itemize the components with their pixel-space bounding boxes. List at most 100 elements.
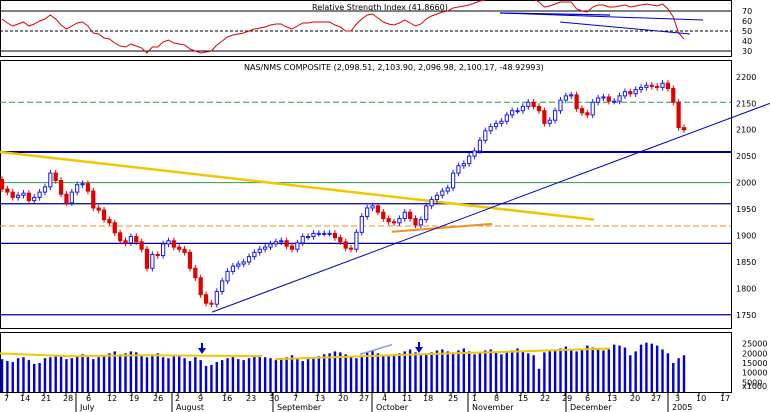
volume-bar	[33, 363, 36, 392]
candle-body	[515, 110, 520, 113]
x-day-tick-label: 29	[562, 394, 572, 403]
candle-body	[327, 232, 332, 235]
volume-average-line	[0, 352, 263, 358]
candle-body	[10, 191, 15, 198]
rsi-layer	[0, 0, 731, 54]
rsi-y-tick-label: 70	[742, 7, 752, 16]
candle-body	[128, 236, 133, 244]
volume-bar	[280, 359, 283, 392]
volume-bar	[102, 355, 106, 392]
volume-bar	[505, 352, 508, 392]
volume-bar	[666, 353, 670, 392]
volume-bar	[607, 348, 611, 392]
volume-bar	[237, 359, 240, 392]
candle-body	[585, 112, 590, 116]
volume-bar	[494, 352, 498, 392]
candle-body	[107, 219, 112, 224]
volume-bar	[317, 356, 321, 392]
candle-body	[531, 101, 536, 107]
candle-body	[633, 89, 638, 95]
volume-bar	[70, 358, 74, 392]
volume-bar	[6, 361, 9, 392]
axes-layer: 7060504030220021502100205020001950190018…	[4, 7, 767, 412]
candle-body	[177, 246, 182, 250]
candle-body	[85, 183, 91, 192]
candle-body	[601, 96, 606, 99]
volume-bar	[623, 347, 627, 392]
volume-bar	[634, 351, 637, 392]
volume-bar	[500, 354, 503, 392]
volume-y-tick-label: x1000	[742, 382, 767, 391]
candle-body	[606, 96, 611, 102]
candle-body	[246, 256, 252, 263]
candle-body	[644, 84, 649, 88]
candle-body	[80, 183, 85, 186]
volume-bar	[43, 358, 47, 392]
volume-bar	[457, 350, 460, 392]
candle-body	[681, 127, 687, 131]
candle-body	[91, 190, 96, 209]
candle-body	[483, 130, 488, 141]
volume-bar	[118, 354, 122, 392]
x-day-tick-label: 12	[107, 394, 117, 403]
candle-body	[397, 218, 402, 224]
candle-body	[343, 241, 348, 249]
candle-body	[193, 267, 198, 279]
rsi-trendline	[499, 12, 704, 21]
volume-bar	[97, 357, 100, 392]
volume-bar	[586, 345, 589, 392]
x-month-label: December	[570, 403, 612, 412]
volume-bar	[108, 353, 111, 392]
volume-bar	[210, 364, 213, 392]
x-day-tick-label: 20	[338, 394, 348, 403]
candle-body	[69, 191, 74, 204]
candle-body	[499, 120, 504, 124]
volume-bar	[435, 350, 439, 392]
volume-bar	[247, 358, 251, 392]
volume-bar	[322, 354, 326, 392]
candle-body	[450, 172, 456, 189]
volume-bar	[161, 357, 165, 392]
candle-body	[123, 240, 128, 244]
candle-body	[48, 172, 53, 188]
candle-body	[230, 265, 236, 272]
candle-body	[187, 251, 193, 269]
candle-body	[37, 191, 42, 198]
rsi-y-tick-label: 60	[742, 17, 752, 26]
candle-body	[53, 172, 58, 181]
candle-body	[547, 119, 552, 124]
candle-body	[58, 179, 64, 195]
price-y-tick-label: 2100	[736, 126, 756, 135]
volume-bar	[559, 348, 562, 392]
volume-bar	[575, 351, 578, 392]
rsi-panel-frame	[0, 0, 732, 57]
candle-body	[182, 248, 187, 253]
volume-bar	[591, 347, 594, 392]
volume-bar	[65, 359, 68, 392]
volume-bar	[629, 355, 632, 392]
volume-bar	[398, 353, 401, 392]
volume-bar	[328, 353, 331, 392]
candle-body	[338, 237, 343, 243]
candle-body	[628, 91, 633, 95]
candle-body	[139, 241, 144, 250]
volume-bar	[312, 357, 315, 392]
volume-bar	[414, 352, 417, 392]
volume-bar	[242, 360, 245, 392]
candle-body	[590, 101, 595, 116]
volume-bar	[580, 348, 584, 392]
candle-body	[622, 91, 628, 97]
candle-body	[311, 232, 316, 238]
candle-body	[257, 248, 262, 253]
volume-bar	[124, 353, 127, 392]
volume-bar	[473, 354, 476, 392]
x-day-tick-label: 14	[20, 394, 30, 403]
volume-bar	[178, 356, 181, 392]
volume-y-tick-label: 25000	[742, 340, 767, 349]
volume-bar	[140, 355, 143, 392]
volume-bar	[86, 357, 90, 392]
volume-bar	[672, 363, 675, 392]
candle-body	[166, 240, 171, 245]
price-y-tick-label: 2150	[736, 99, 756, 108]
candle-body	[542, 110, 547, 124]
